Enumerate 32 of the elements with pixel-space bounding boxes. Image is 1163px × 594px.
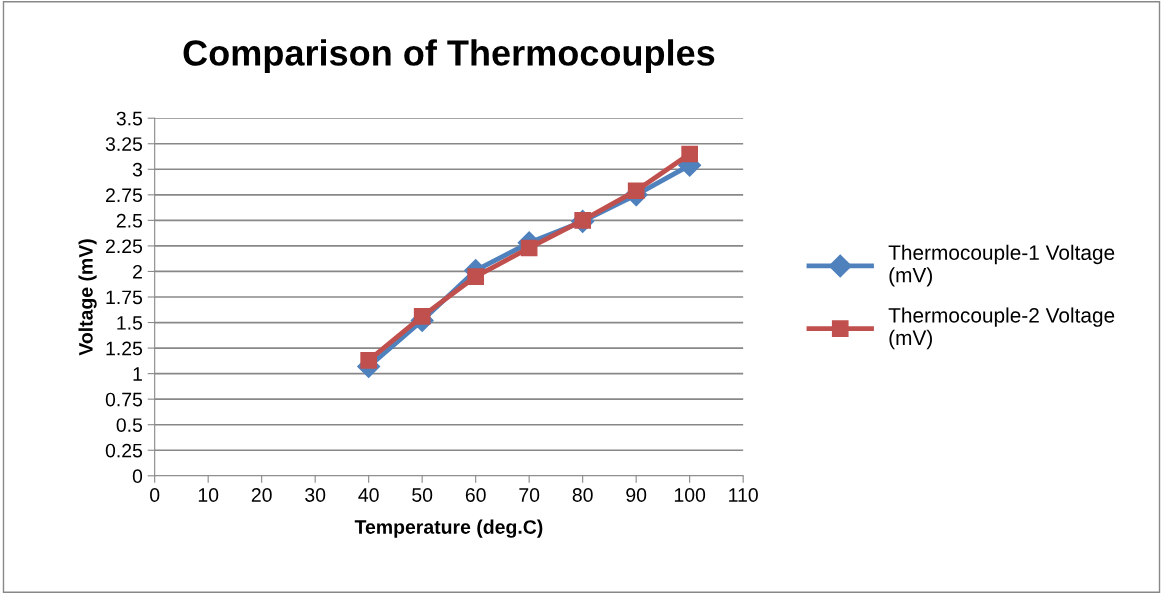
x-tick-label: 50 (412, 488, 433, 502)
x-tick-label: 110 (729, 488, 758, 502)
x-tick-label: 80 (572, 488, 593, 502)
y-tick-label: 0.5 (116, 418, 143, 432)
y-tick-label: 3.5 (116, 111, 143, 126)
legend-label: Thermocouple-1 Voltage (mV) (888, 244, 1115, 287)
x-tick-label: 0 (150, 488, 160, 502)
y-axis-title: Voltage (mV) (78, 239, 97, 356)
x-tick-label: 90 (626, 488, 647, 502)
legend-label: Thermocouple-2 Voltage (mV) (888, 307, 1115, 350)
x-tick-label: 20 (251, 488, 272, 502)
x-tick-label: 100 (674, 488, 706, 502)
y-tick-label: 2.25 (106, 239, 143, 254)
y-tick-label: 2 (133, 264, 142, 279)
x-tick-label: 40 (358, 488, 379, 502)
y-tick-label: 1.5 (117, 316, 143, 330)
chart-title: Comparison of Thermocouples (183, 39, 715, 73)
y-tick-label: 3.25 (105, 137, 143, 151)
y-tick-label: 2.5 (116, 213, 143, 228)
y-tick-label: 1.75 (106, 290, 143, 305)
y-tick-label: 3 (132, 162, 143, 177)
x-tick-label: 60 (465, 488, 486, 502)
x-tick-label: 30 (305, 488, 326, 502)
y-tick-label: 2.75 (106, 188, 143, 203)
y-tick-label: 0.75 (105, 392, 143, 407)
y-tick-label: 0.25 (105, 443, 143, 458)
y-tick-label: 1 (133, 367, 142, 381)
x-tick-label: 70 (519, 488, 540, 502)
x-tick-label: 10 (198, 488, 219, 502)
x-axis-title: Temperature (deg.C) (354, 519, 543, 538)
y-tick-label: 0 (132, 469, 143, 484)
y-tick-label: 1.25 (106, 341, 143, 356)
